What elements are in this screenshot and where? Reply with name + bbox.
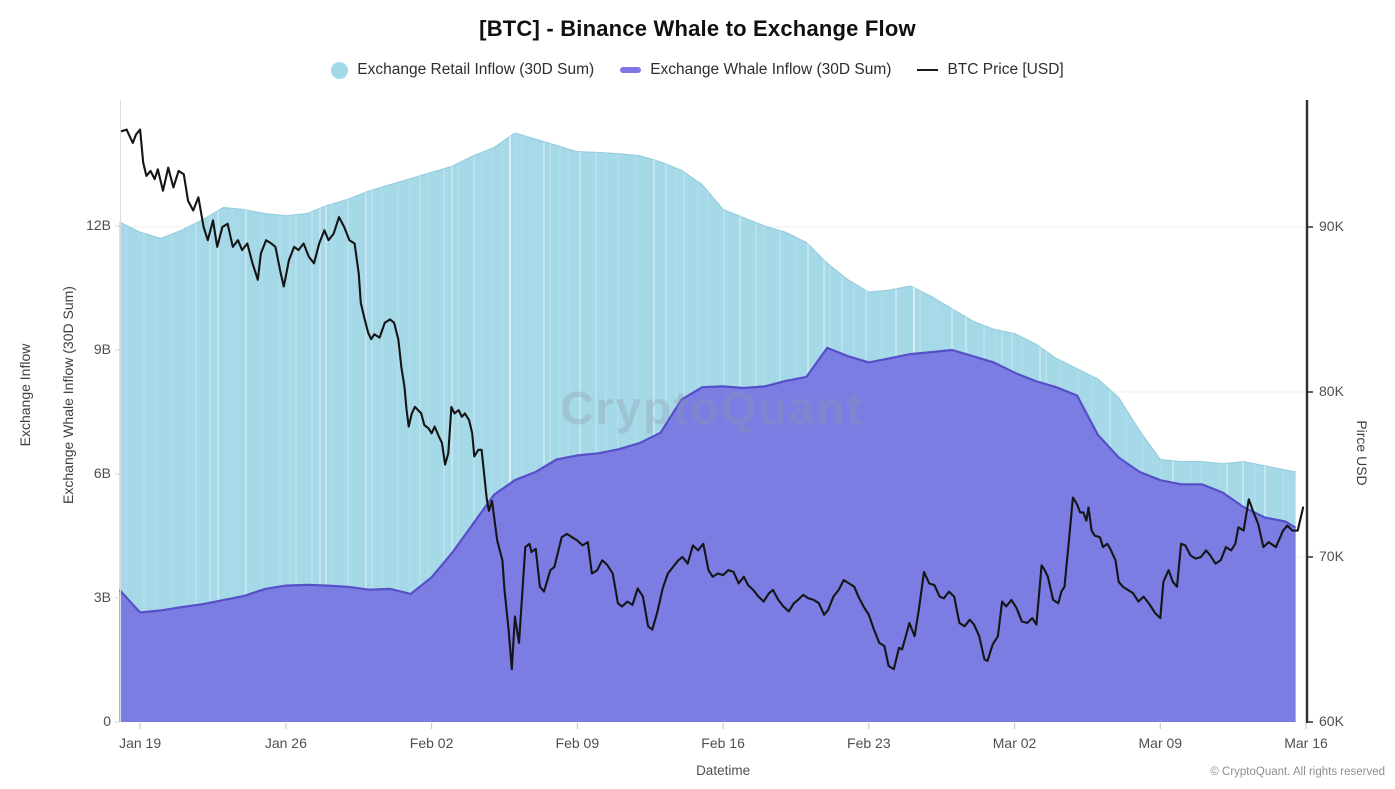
legend-item-whale-inflow[interactable]: Exchange Whale Inflow (30D Sum)	[620, 61, 891, 79]
left-axis-tick-label: 6B	[93, 465, 111, 481]
x-axis-tick-label: Jan 19	[119, 735, 162, 751]
legend-item-btc-price[interactable]: BTC Price [USD]	[917, 61, 1064, 79]
x-axis-tick-label: Feb 02	[409, 735, 454, 751]
x-axis-tick-label: Mar 02	[992, 735, 1037, 751]
legend: Exchange Retail Inflow (30D Sum) Exchang…	[0, 61, 1395, 79]
right-axis-tick-label: 80K	[1319, 383, 1344, 399]
left-axis-tick-label: 9B	[93, 341, 111, 357]
x-axis-tick-label: Mar 09	[1138, 735, 1183, 751]
legend-label: Exchange Retail Inflow (30D Sum)	[357, 61, 595, 78]
chart-title: [BTC] - Binance Whale to Exchange Flow	[479, 16, 916, 41]
legend-label: BTC Price [USD]	[947, 61, 1064, 78]
x-axis-tick-label: Feb 23	[847, 735, 891, 751]
x-axis-tick-label: Jan 26	[264, 735, 307, 751]
right-axis-tick-label: 70K	[1319, 548, 1344, 564]
copyright-notice: © CryptoQuant. All rights reserved	[1210, 766, 1385, 778]
left-axis-tick-label: 3B	[93, 589, 111, 605]
legend-label: Exchange Whale Inflow (30D Sum)	[650, 61, 892, 78]
x-axis-title-datetime: Datetime	[696, 763, 751, 778]
left-axis-tick-label: 12B	[86, 217, 111, 233]
watermark: CryptoQuant	[560, 382, 863, 434]
right-axis-tick-label: 60K	[1319, 713, 1344, 729]
legend-item-retail-inflow[interactable]: Exchange Retail Inflow (30D Sum)	[331, 61, 594, 79]
left-axis-tick-label: 0	[103, 713, 111, 729]
whale-series-swatch-icon	[620, 67, 642, 73]
x-axis-tick-label: Feb 09	[555, 735, 600, 751]
left-axis-title-exchange-inflow: Exchange Inflow	[17, 343, 33, 447]
right-axis-tick-label: 90K	[1319, 218, 1344, 234]
x-axis-tick-label: Mar 16	[1284, 735, 1328, 751]
right-axis-title-price-usd: Pirce USD	[1354, 420, 1370, 486]
x-axis-tick-label: Feb 16	[701, 735, 745, 751]
price-series-swatch-icon	[917, 68, 939, 72]
retail-series-swatch-icon	[331, 61, 349, 79]
